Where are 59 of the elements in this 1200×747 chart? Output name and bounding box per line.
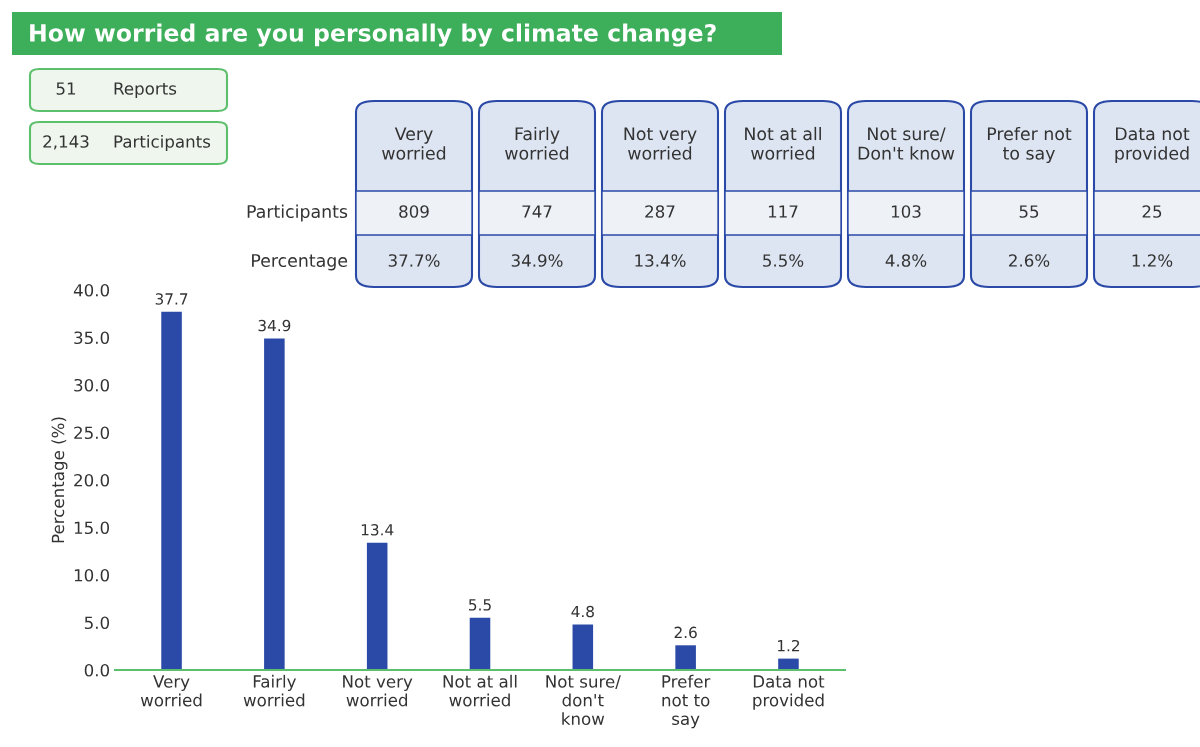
y-tick-label: 30.0	[74, 378, 110, 392]
y-tick-label: 20.0	[74, 473, 110, 487]
data-label: 4.8	[571, 605, 594, 618]
data-label: 1.2	[777, 639, 800, 652]
data-label: 37.7	[155, 293, 188, 305]
text: Percentage	[252, 254, 348, 271]
bar	[366, 542, 388, 670]
bar	[264, 338, 285, 670]
x-tick-label: Very worried	[140, 675, 202, 707]
y-tick-label: 0.0	[84, 663, 110, 677]
text: 25	[1142, 205, 1162, 218]
text: Participants	[114, 134, 211, 152]
y-tick-label: 40.0	[73, 283, 110, 297]
text: 117	[768, 205, 798, 218]
bar	[572, 624, 594, 670]
text: 809	[399, 205, 429, 218]
text: 37.7%	[388, 254, 440, 267]
text: 103	[891, 205, 921, 218]
text: 747	[522, 205, 552, 218]
data-label: 34.9	[258, 319, 291, 332]
text: 1.2%	[1132, 254, 1173, 267]
y-tick-label: 35.0	[74, 331, 110, 345]
text: 287	[645, 205, 675, 218]
text: Reports	[114, 82, 177, 99]
y-tick-label: 25.0	[74, 426, 110, 440]
text: 5.5%	[763, 254, 804, 267]
chart-title: How worried are you personally by climate change?	[30, 23, 716, 47]
text: 2.6%	[1009, 254, 1050, 267]
y-tick-label: 10.0	[74, 568, 110, 582]
y-tick-label: 15.0	[74, 521, 110, 535]
text: Prefer not to say	[987, 126, 1072, 164]
x-tick-label: Not at all worried	[443, 674, 517, 707]
x-tick-label: Not very worried	[343, 675, 413, 707]
text: Participants	[247, 204, 348, 222]
text: 13.4%	[635, 254, 686, 267]
bar	[778, 658, 799, 670]
text: Very worried	[382, 127, 446, 160]
text: 55	[1019, 205, 1039, 218]
data-label: 5.5	[469, 599, 491, 611]
y-tick-label: 5.0	[84, 616, 110, 630]
data-label: 2.6	[674, 626, 697, 639]
text: 51	[56, 82, 76, 95]
y-axis-title: Percentage (%)	[51, 417, 68, 543]
text: Not at all worried	[745, 126, 821, 160]
data-label: 13.4	[361, 524, 394, 536]
text: 2,143	[43, 135, 89, 150]
text: 34.9%	[511, 254, 563, 267]
bar	[469, 617, 491, 670]
x-tick-label: Not sure/ don't know	[546, 675, 621, 726]
x-tick-label: Fairly worried	[243, 674, 305, 707]
text: Data not provided	[1115, 127, 1190, 164]
x-tick-label: Prefer not to say	[662, 674, 711, 729]
bar	[161, 311, 182, 670]
text: Fairly worried	[505, 126, 569, 160]
x-tick-label: Data not provided	[753, 675, 825, 710]
text: Not sure/ Don't know	[858, 127, 955, 160]
bar	[675, 645, 696, 670]
text: Not very worried	[624, 127, 697, 160]
text: 4.8%	[885, 254, 927, 267]
